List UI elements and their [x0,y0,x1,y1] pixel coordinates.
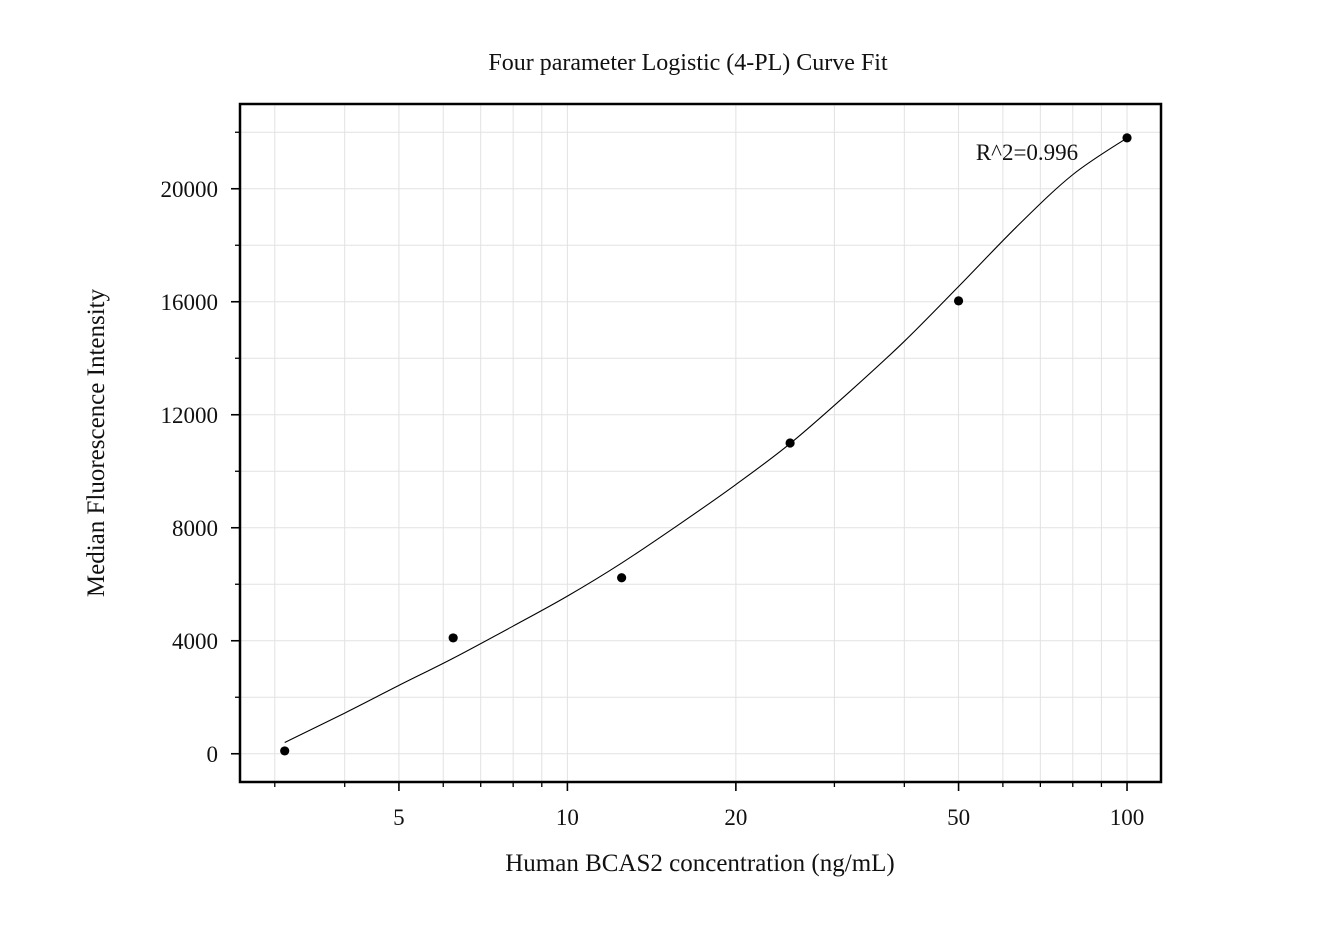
y-axis-label: Median Fluorescence Intensity [83,288,110,597]
x-tick-label: 10 [556,805,579,830]
y-tick-label: 20000 [161,177,219,202]
axis-ticks-layer [231,131,1128,791]
chart-title: Four parameter Logistic (4-PL) Curve Fit [488,50,888,76]
data-point [1122,133,1132,143]
fit-curve-line [284,137,1128,743]
x-tick-label: 50 [947,805,970,830]
x-tick-label: 20 [724,805,747,830]
fit-curve-layer [284,137,1128,743]
x-axis-label: Human BCAS2 concentration (ng/mL) [505,850,895,877]
data-point [448,633,458,643]
x-tick-label: 5 [393,805,405,830]
y-tick-label: 4000 [172,629,218,654]
data-point [785,438,795,448]
y-tick-label: 0 [207,742,219,767]
grid-layer [240,104,1161,782]
data-point [617,573,627,583]
data-point [280,746,290,756]
data-point [953,296,964,306]
plot-frame [238,102,1163,784]
y-tick-label: 12000 [161,403,219,428]
y-tick-label: 16000 [161,290,219,315]
x-tick-label: 100 [1110,805,1145,830]
r-squared-annotation: R^2=0.996 [976,140,1078,165]
y-tick-label: 8000 [172,516,218,541]
data-points-layer [280,133,1132,756]
tick-labels-layer: 5 10 20 50 100 0 4000 8000 12000 16000 20000 [161,177,1145,830]
